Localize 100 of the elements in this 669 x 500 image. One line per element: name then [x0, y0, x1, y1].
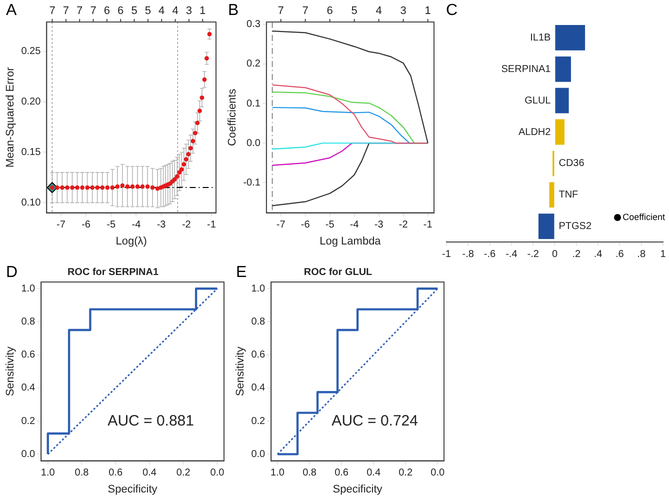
y-tick-label: 0.2 [246, 58, 261, 70]
x-tick-label: 0.6 [108, 468, 123, 479]
y-axis-title: Sensitivity [4, 346, 17, 396]
x-tick-label: 0.8 [74, 468, 90, 479]
x-tick-label: 0.6 [334, 468, 349, 479]
x-tick-label: 0.4 [142, 468, 157, 479]
text: 6 [104, 5, 110, 18]
bar [549, 182, 554, 208]
point [105, 185, 110, 190]
text: 7 [76, 5, 83, 18]
x-tick-label: 0.2 [176, 468, 191, 479]
point [135, 184, 140, 189]
x-tick-label: 0.2 [398, 468, 413, 479]
bar [555, 56, 571, 82]
x-tick-label: 0.0 [430, 468, 445, 479]
point [90, 185, 95, 190]
y-tick-label: 0.8 [251, 316, 266, 328]
point [150, 185, 155, 190]
y-tick-label: -0.1 [243, 177, 261, 188]
x-tick-label: .2 [572, 248, 581, 260]
y-tick-label: 1.0 [251, 283, 266, 294]
text: 4 [376, 5, 382, 18]
y-tick-label: 1.0 [21, 283, 36, 294]
point [55, 185, 60, 190]
text: B [228, 2, 239, 20]
y-axis-title: Coefficients [226, 88, 239, 146]
x-tick-label: -.8 [462, 248, 474, 260]
bar [555, 88, 569, 114]
text: 7 [90, 5, 96, 18]
point [184, 157, 188, 162]
point [95, 185, 100, 190]
chart-title: ROC for SERPINA1 [67, 266, 159, 278]
text: 5 [131, 5, 138, 18]
text: 1 [200, 5, 206, 18]
x-tick-label: -1 [423, 220, 433, 231]
text: 1 [424, 5, 431, 18]
x-tick-label: .8 [637, 248, 646, 260]
y-tick-label: 0.3 [246, 19, 261, 30]
point [200, 96, 204, 100]
text: 4 [158, 5, 165, 18]
y-tick-label: 0.4 [21, 382, 36, 394]
y-tick-label: 0.0 [246, 138, 261, 149]
x-tick-label: 0 [552, 248, 558, 260]
point [182, 162, 186, 167]
point [145, 184, 150, 189]
x-axis-title: Log Lambda [320, 235, 382, 248]
x-tick-label: -3 [374, 220, 384, 231]
text: Coefficient [622, 212, 665, 222]
y-tick-label: ALDH2 [518, 126, 552, 138]
point [65, 185, 70, 190]
point [179, 167, 184, 172]
point [60, 185, 64, 190]
y-tick-label: SERPINA1 [501, 64, 552, 75]
x-tick-label: 0.4 [366, 468, 381, 479]
annotation: AUC = 0.724 [332, 412, 418, 430]
point [190, 138, 196, 144]
x-tick-label: 0.0 [210, 468, 225, 479]
y-tick-label: 0.15 [21, 146, 42, 158]
text: 6 [326, 5, 333, 18]
y-tick-label: 0.0 [21, 448, 36, 460]
y-tick-label: 0.6 [21, 350, 36, 361]
x-tick-label: -6 [300, 220, 310, 231]
y-tick-label: 0.8 [21, 316, 36, 328]
point [115, 184, 120, 189]
x-tick-label: -4 [350, 220, 360, 231]
y-tick-label: IL1B [530, 32, 552, 44]
text: A [6, 2, 17, 20]
text: 7 [62, 5, 69, 18]
x-tick-label: -7 [56, 220, 66, 231]
x-tick-label: -.4 [506, 248, 518, 260]
point [130, 184, 135, 189]
point [202, 77, 207, 82]
x-axis-title: Specificity [108, 483, 158, 496]
y-tick-label: GLUL [524, 95, 552, 106]
chart-title: ROC for GLUL [304, 266, 372, 278]
point [110, 185, 115, 190]
x-tick-label: -2 [182, 220, 192, 231]
x-axis-title: Log(λ) [116, 235, 147, 248]
point [188, 146, 193, 150]
point [70, 185, 74, 190]
text: 5 [351, 5, 358, 18]
text: 7 [302, 5, 308, 18]
point [204, 56, 209, 61]
y-tick-label: 0.2 [21, 416, 36, 427]
text: C [446, 2, 458, 20]
y-tick-label: 0.10 [21, 197, 42, 208]
x-tick-label: 1.0 [40, 468, 56, 479]
y-tick-label: 0.25 [21, 46, 42, 58]
bar [538, 214, 554, 239]
bar [555, 25, 586, 50]
point [75, 185, 80, 190]
y-tick-label: CD36 [558, 158, 585, 170]
text: 7 [278, 5, 284, 18]
y-tick-label: 0.4 [251, 382, 266, 394]
y-tick-label: TNF [558, 190, 578, 201]
y-axis-title: Mean-Squared Error [4, 66, 17, 168]
point [186, 152, 191, 156]
x-tick-label: -3 [156, 220, 166, 231]
x-tick-label: 1 [660, 248, 666, 260]
x-tick-label: .4 [594, 248, 603, 260]
